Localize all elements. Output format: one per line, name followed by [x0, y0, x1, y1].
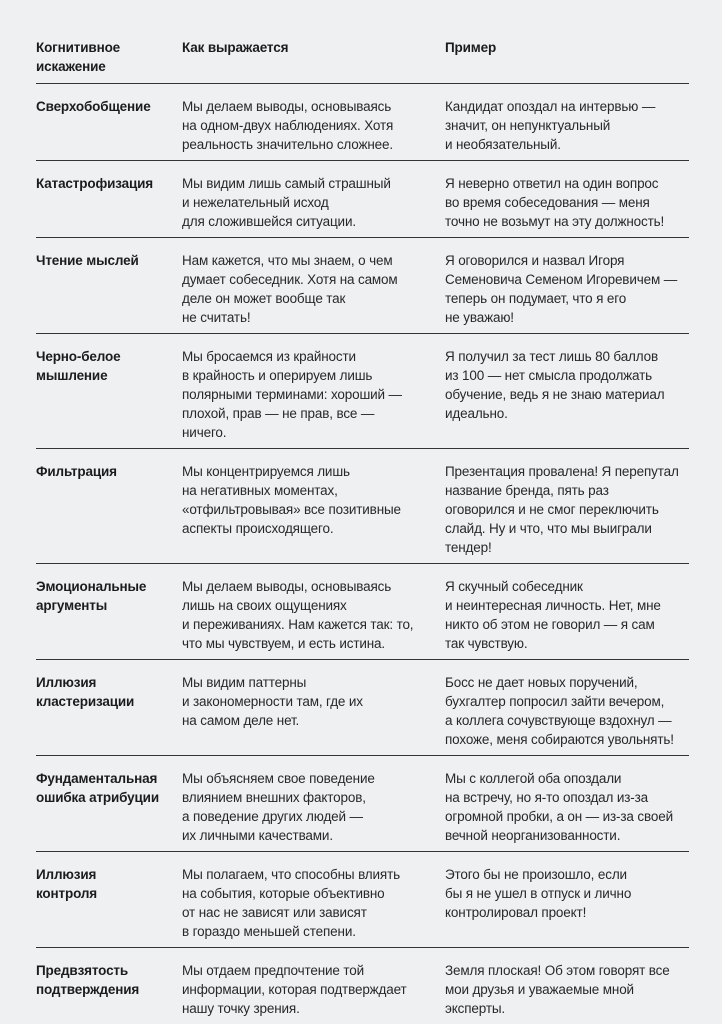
distortion-name-cell: Фундаментальная ошибка атрибуции: [36, 755, 182, 852]
example-cell: Босс не дает новых поручений, бухгалтер …: [445, 659, 689, 756]
example-cell: Мы с коллегой оба опоздали на встречу, н…: [445, 755, 689, 852]
table-row: Сверхобобщение Мы делаем выводы, основыв…: [36, 83, 689, 161]
manifestation-cell: Мы бросаемся из крайности в крайность и …: [182, 333, 445, 449]
table-row: Иллюзия кластеризации Мы видим паттерны …: [36, 659, 689, 756]
example-cell: Я скучный собеседник и неинтересная личн…: [445, 563, 689, 660]
manifestation-cell: Мы делаем выводы, основываясь на одном-д…: [182, 83, 445, 161]
distortion-name-cell: Иллюзия кластеризации: [36, 659, 182, 756]
distortion-name-cell: Фильтрация: [36, 448, 182, 564]
table-header-row: Когнитивное искажение Как выражается При…: [36, 38, 689, 84]
manifestation-cell: Мы видим лишь самый страшный и нежелател…: [182, 160, 445, 238]
table-row: Фундаментальная ошибка атрибуции Мы объя…: [36, 755, 689, 852]
manifestation-cell: Мы видим паттерны и закономерности там, …: [182, 659, 445, 756]
distortion-name-cell: Сверхобобщение: [36, 83, 182, 161]
table-row: Эмоциональные аргументы Мы делаем выводы…: [36, 563, 689, 660]
manifestation-cell: Мы полагаем, что способны влиять на собы…: [182, 851, 445, 948]
distortion-name-cell: Эмоциональные аргументы: [36, 563, 182, 660]
example-cell: Я оговорился и назвал Игоря Семеновича С…: [445, 237, 689, 334]
example-cell: Я неверно ответил на один вопрос во врем…: [445, 160, 689, 238]
distortion-name-cell: Иллюзия контроля: [36, 851, 182, 948]
manifestation-cell: Мы делаем выводы, основываясь лишь на св…: [182, 563, 445, 660]
cognitive-distortions-table: Когнитивное искажение Как выражается При…: [36, 38, 689, 1024]
distortion-name-cell: Черно-белое мышление: [36, 333, 182, 449]
distortion-name-cell: Предвзятость подтверждения: [36, 947, 182, 1024]
column-header-manifestation: Как выражается: [182, 40, 289, 55]
distortion-name-cell: Катастрофизация: [36, 160, 182, 238]
example-cell: Презентация провалена! Я перепутал назва…: [445, 448, 689, 564]
manifestation-cell: Мы концентрируемся лишь на негативных мо…: [182, 448, 445, 564]
example-cell: Я получил за тест лишь 80 баллов из 100 …: [445, 333, 689, 449]
table-row: Катастрофизация Мы видим лишь самый стра…: [36, 160, 689, 238]
table-row: Чтение мыслей Нам кажется, что мы знаем,…: [36, 237, 689, 334]
example-cell: Земля плоская! Об этом говорят все мои д…: [445, 947, 689, 1024]
column-header-example: Пример: [445, 40, 497, 55]
table-row: Иллюзия контроля Мы полагаем, что способ…: [36, 851, 689, 948]
example-cell: Этого бы не произошло, если бы я не ушел…: [445, 851, 689, 948]
table-row: Черно-белое мышление Мы бросаемся из кра…: [36, 333, 689, 449]
column-header-distortion: Когнитивное искажение: [36, 40, 121, 74]
manifestation-cell: Нам кажется, что мы знаем, о чем думает …: [182, 237, 445, 334]
manifestation-cell: Мы отдаем предпочтение той информации, к…: [182, 947, 445, 1024]
manifestation-cell: Мы объясняем свое поведение влиянием вне…: [182, 755, 445, 852]
distortion-name-cell: Чтение мыслей: [36, 237, 182, 334]
example-cell: Кандидат опоздал на интервью — значит, о…: [445, 83, 689, 161]
table-row: Фильтрация Мы концентрируемся лишь на не…: [36, 448, 689, 564]
table-row: Предвзятость подтверждения Мы отдаем пре…: [36, 947, 689, 1024]
